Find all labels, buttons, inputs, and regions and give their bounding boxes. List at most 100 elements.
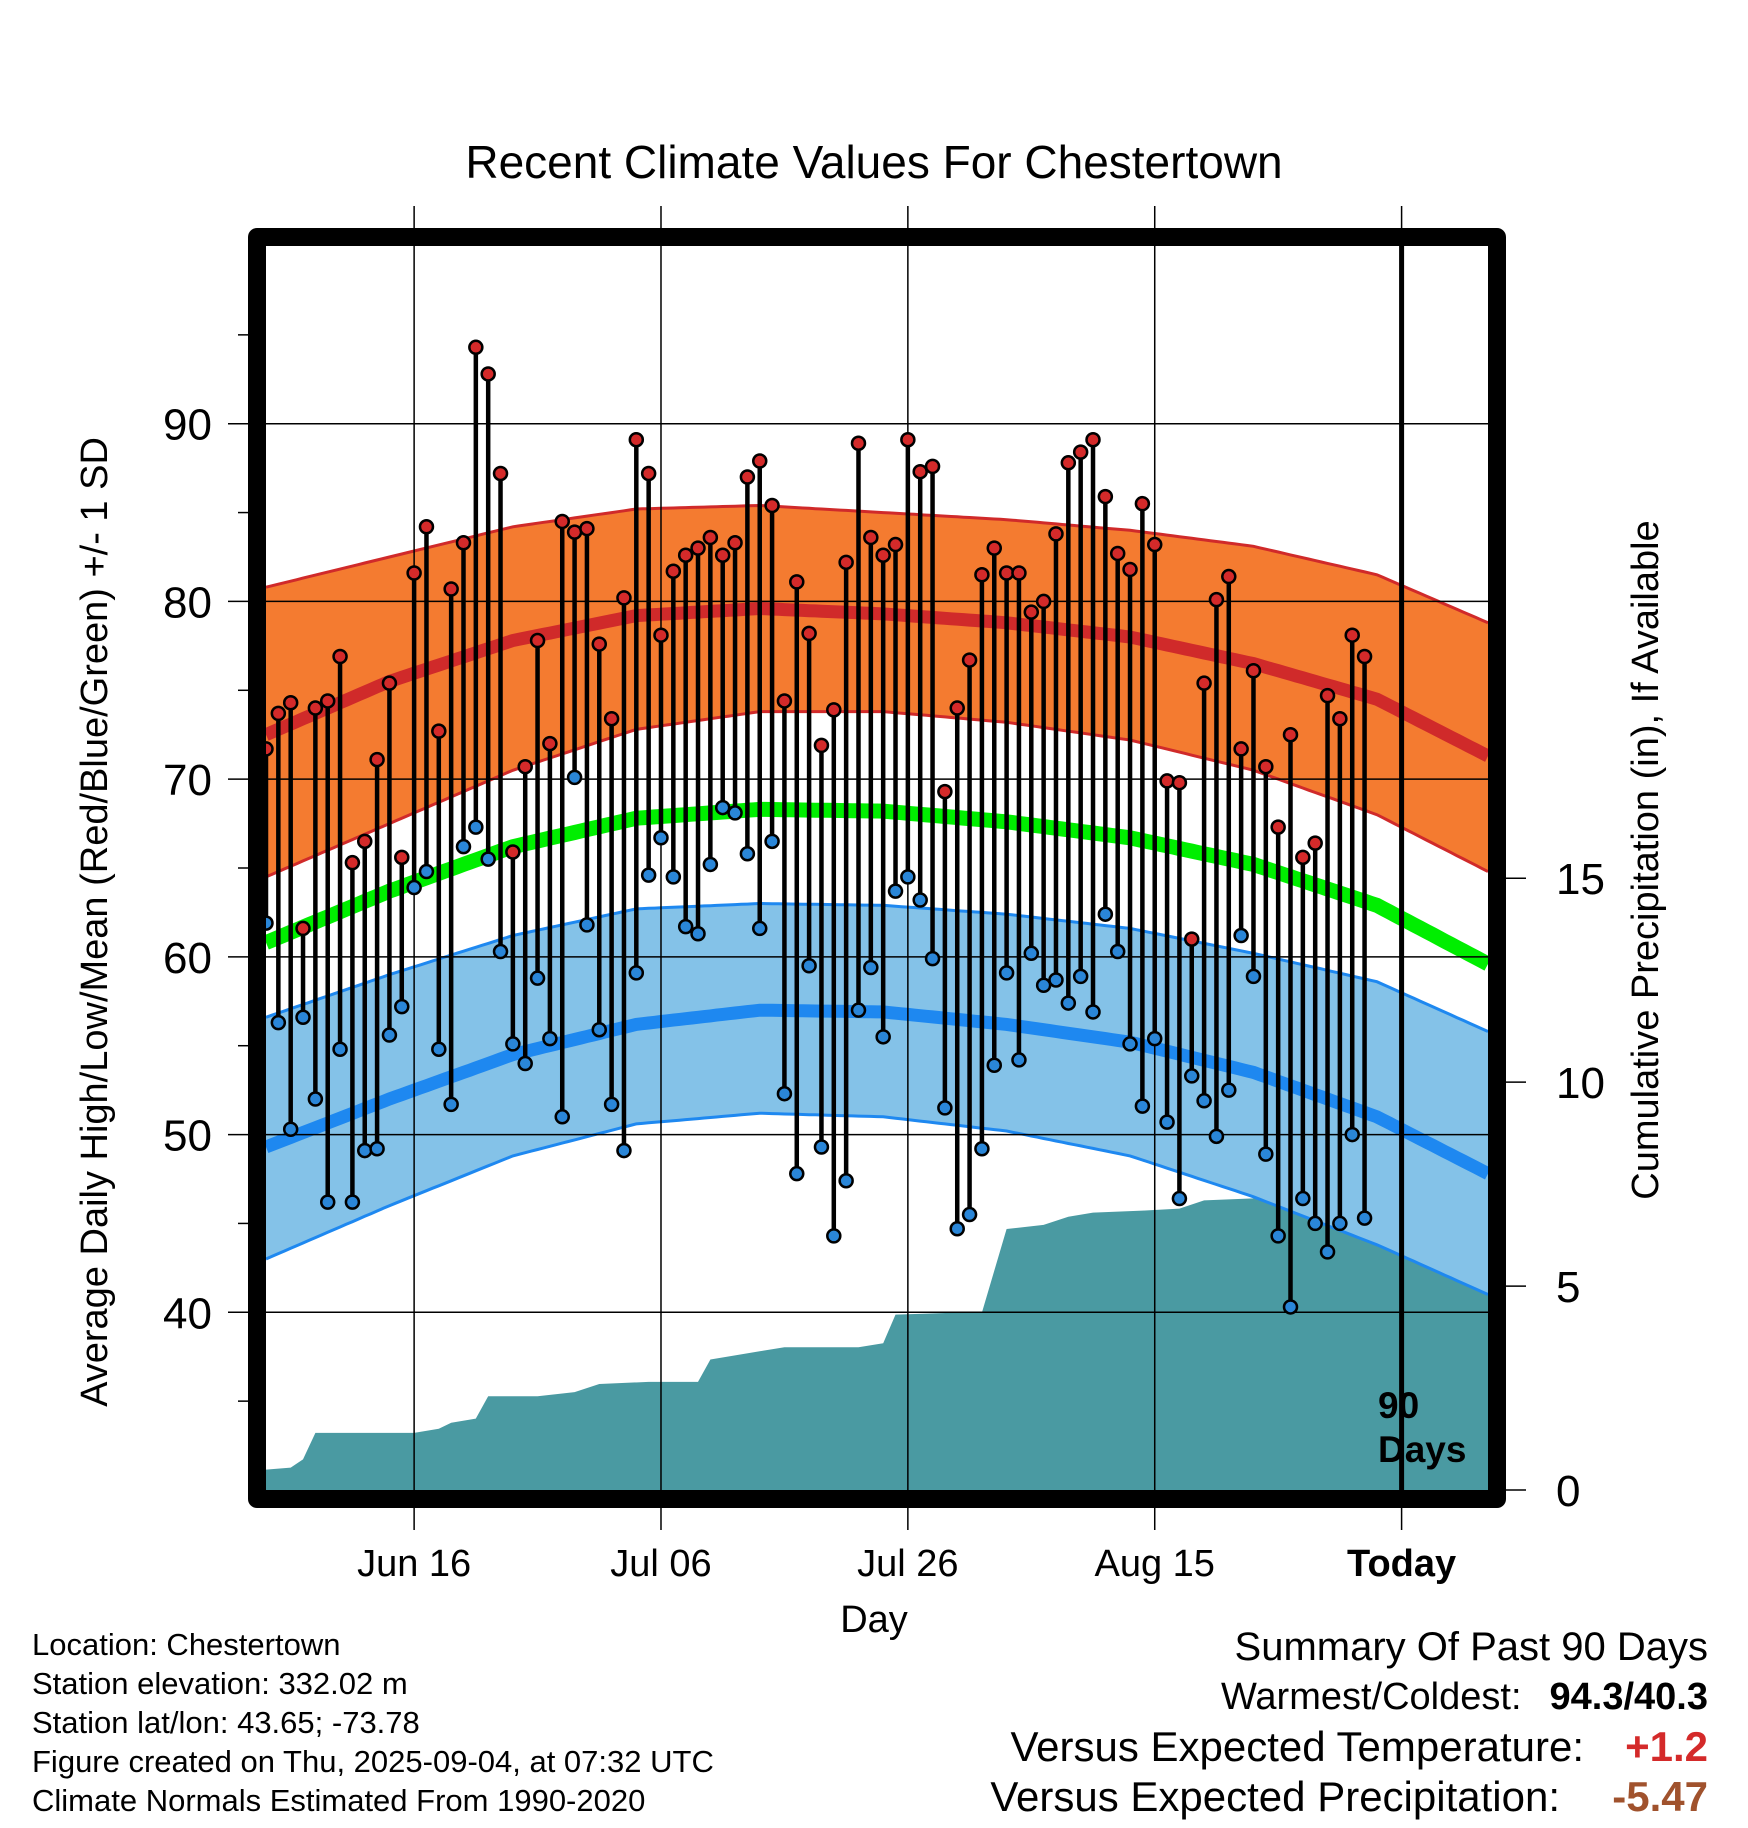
normal-high-upper-edge: [265, 503, 1489, 625]
daily-high-point: [764, 497, 780, 514]
precipitation-departure-label: Versus Expected Precipitation:: [990, 1773, 1560, 1820]
daily-low-point: [751, 920, 768, 937]
daily-low-point: [1270, 1228, 1286, 1244]
daily-high-point: [1319, 687, 1336, 704]
temperature-departure-value: +1.2: [1625, 1723, 1708, 1770]
daily-high-point: [566, 524, 583, 540]
daily-low-point: [517, 1055, 533, 1072]
daily-high-point: [270, 705, 287, 722]
daily-low-point: [949, 1221, 965, 1237]
y-left-tick-label: 40: [163, 1289, 212, 1338]
daily-low-point: [912, 892, 928, 908]
daily-high-point: [332, 648, 348, 665]
daily-low-point: [714, 799, 731, 816]
daily-low-point: [863, 959, 879, 976]
daily-low-point: [838, 1173, 854, 1189]
summary-title: Summary Of Past 90 Days: [1234, 1625, 1708, 1669]
daily-high-point: [1270, 819, 1286, 835]
daily-low-point: [1332, 1215, 1348, 1232]
normals-text: Climate Normals Estimated From 1990-2020: [32, 1783, 646, 1818]
chart-title: Recent Climate Values For Chestertown: [465, 136, 1282, 188]
daily-high-point: [369, 751, 385, 768]
daily-high-point: [394, 849, 410, 866]
daily-low-point: [468, 819, 484, 835]
daily-low-point: [369, 1141, 385, 1157]
daily-low-point: [319, 1194, 336, 1210]
y-axis-right-label: Cumulative Precipitation (in), If Availa…: [1625, 520, 1667, 1199]
y-left-tick-label: 70: [163, 756, 212, 805]
daily-low-point: [603, 1096, 620, 1113]
daily-high-point: [554, 513, 570, 530]
daily-high-point: [319, 693, 336, 709]
daily-low-point: [1171, 1190, 1188, 1207]
daily-low-point: [1035, 977, 1052, 994]
daily-low-point: [455, 838, 472, 855]
daily-high-point: [1060, 455, 1077, 471]
daily-high-point: [579, 520, 595, 537]
daily-high-point: [887, 536, 904, 553]
precipitation-departure-value: -5.47: [1612, 1773, 1708, 1820]
daily-high-point: [418, 519, 435, 535]
daily-low-point: [1307, 1215, 1323, 1232]
daily-high-point: [1011, 565, 1027, 581]
daily-low-point: [776, 1085, 793, 1102]
daily-low-point: [579, 917, 595, 933]
x-tick-label: Jul 06: [610, 1543, 711, 1585]
daily-low-point: [1122, 1036, 1138, 1052]
daily-high-point: [282, 694, 299, 711]
daily-low-point: [1196, 1093, 1212, 1109]
daily-high-point: [468, 339, 484, 356]
daily-low-point: [875, 1029, 891, 1045]
daily-low-point: [961, 1206, 978, 1223]
daily-low-point: [850, 1002, 867, 1018]
daily-high-point: [591, 636, 608, 652]
daily-low-point: [1060, 995, 1077, 1011]
daily-low-point: [480, 851, 496, 867]
daily-high-point: [1245, 662, 1262, 679]
daily-low-point: [690, 926, 706, 942]
daily-high-point: [702, 529, 719, 546]
daily-low-point: [887, 883, 904, 899]
daily-high-point: [986, 540, 1003, 556]
daily-high-point: [1233, 741, 1249, 757]
daily-low-point: [801, 957, 817, 974]
daily-low-point: [616, 1142, 632, 1159]
daily-high-point: [431, 723, 447, 739]
daily-low-point: [974, 1141, 990, 1157]
daily-low-point: [381, 1027, 398, 1043]
daily-high-point: [1023, 604, 1040, 620]
daily-high-point: [1122, 561, 1138, 578]
y-right-tick-label: 10: [1556, 1059, 1605, 1108]
daily-low-point: [653, 830, 669, 846]
daily-low-point: [542, 1030, 558, 1047]
daily-high-point: [751, 453, 768, 469]
cumulative-precipitation-area: [266, 1182, 1488, 1490]
daily-high-point: [1221, 568, 1237, 585]
daily-high-point: [1048, 526, 1064, 542]
daily-high-point: [640, 465, 657, 482]
daily-low-point: [1282, 1299, 1299, 1315]
daily-low-point: [1109, 943, 1126, 960]
daily-high-point: [1146, 536, 1163, 553]
daily-low-point: [1048, 972, 1064, 988]
y-right-tick-label: 0: [1556, 1467, 1580, 1516]
daily-high-point: [826, 702, 842, 718]
daily-low-point: [270, 1014, 287, 1031]
daily-high-point: [443, 581, 459, 597]
daily-high-point: [789, 574, 805, 590]
daily-low-point: [1184, 1068, 1200, 1084]
daily-low-point: [394, 998, 410, 1015]
summary-panel: Summary Of Past 90 Days Warmest/Coldest:…: [990, 1622, 1708, 1822]
normal-low-band: [266, 903, 1488, 1295]
daily-low-point: [1319, 1244, 1336, 1260]
daily-high-point: [850, 435, 867, 452]
daily-low-point: [702, 856, 719, 873]
daily-low-point: [295, 1009, 311, 1026]
daily-high-point: [307, 700, 324, 716]
daily-low-point: [566, 769, 583, 786]
daily-high-point: [1097, 488, 1114, 505]
daily-range-stems-layer: [263, 347, 1367, 1307]
daily-high-point: [1109, 545, 1126, 562]
temperature-departure-label: Versus Expected Temperature:: [1010, 1723, 1584, 1770]
daily-points-layer: [258, 339, 1373, 1315]
